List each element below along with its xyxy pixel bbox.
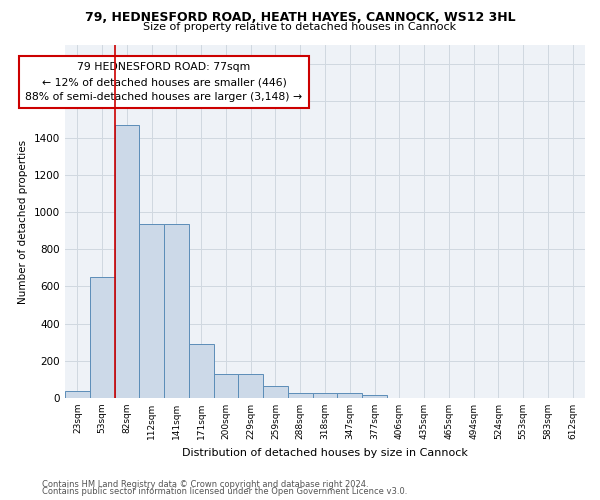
Text: Size of property relative to detached houses in Cannock: Size of property relative to detached ho… <box>143 22 457 32</box>
Bar <box>164 224 189 398</box>
Bar <box>238 374 263 398</box>
Bar <box>337 394 362 398</box>
Bar <box>189 344 214 398</box>
Bar <box>65 390 90 398</box>
Text: Contains public sector information licensed under the Open Government Licence v3: Contains public sector information licen… <box>42 487 407 496</box>
Y-axis label: Number of detached properties: Number of detached properties <box>19 140 28 304</box>
Bar <box>214 374 238 398</box>
Bar <box>313 394 337 398</box>
Bar <box>90 277 115 398</box>
Bar <box>115 125 139 398</box>
Bar <box>139 224 164 398</box>
Text: 79, HEDNESFORD ROAD, HEATH HAYES, CANNOCK, WS12 3HL: 79, HEDNESFORD ROAD, HEATH HAYES, CANNOC… <box>85 11 515 24</box>
Bar <box>263 386 288 398</box>
Text: 79 HEDNESFORD ROAD: 77sqm
← 12% of detached houses are smaller (446)
88% of semi: 79 HEDNESFORD ROAD: 77sqm ← 12% of detac… <box>25 62 302 102</box>
X-axis label: Distribution of detached houses by size in Cannock: Distribution of detached houses by size … <box>182 448 468 458</box>
Bar <box>288 394 313 398</box>
Text: Contains HM Land Registry data © Crown copyright and database right 2024.: Contains HM Land Registry data © Crown c… <box>42 480 368 489</box>
Bar <box>362 395 387 398</box>
